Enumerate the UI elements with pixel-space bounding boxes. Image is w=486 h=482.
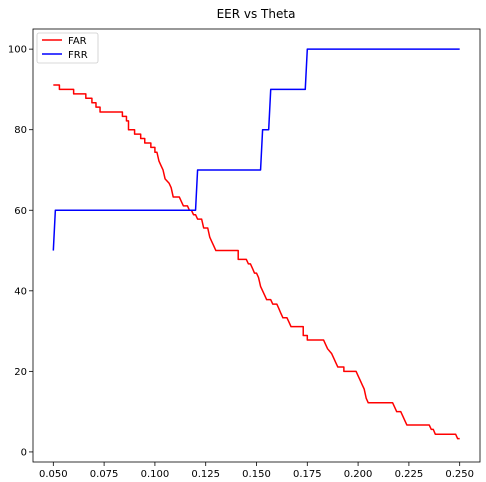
plot-frame bbox=[32, 28, 481, 463]
x-axis-ticks: 0.050 0.075 0.100 0.125 0.150 0.175 0.200 0.225… bbox=[39, 462, 474, 480]
y-tick-label: 40 bbox=[14, 286, 27, 297]
y-tick-label: 0 bbox=[21, 447, 27, 458]
x-tick-label: 0.100 bbox=[141, 469, 170, 480]
x-tick-label: 0.050 bbox=[39, 469, 68, 480]
x-tick-label: 0.125 bbox=[191, 469, 220, 480]
y-tick-label: 20 bbox=[14, 367, 27, 378]
x-tick-label: 0.175 bbox=[293, 469, 322, 480]
series-frr-line bbox=[52, 48, 460, 251]
legend-far-label: FAR bbox=[68, 36, 87, 47]
x-tick-label: 0.200 bbox=[344, 469, 373, 480]
y-tick-label: 60 bbox=[14, 206, 27, 217]
legend: FAR FRR bbox=[36, 32, 99, 64]
x-tick-label: 0.075 bbox=[90, 469, 119, 480]
plot-lines bbox=[52, 48, 460, 440]
y-tick-label: 100 bbox=[8, 45, 27, 56]
y-axis-ticks: 0 20 40 60 80 100 bbox=[8, 45, 33, 458]
x-tick-label: 0.225 bbox=[395, 469, 424, 480]
x-tick-label: 0.150 bbox=[242, 469, 271, 480]
x-tick-label: 0.250 bbox=[445, 469, 474, 480]
y-tick-label: 80 bbox=[14, 125, 27, 136]
chart-title: EER vs Theta bbox=[217, 7, 296, 21]
legend-frr-label: FRR bbox=[68, 50, 88, 61]
series-far-line bbox=[53, 84, 460, 440]
